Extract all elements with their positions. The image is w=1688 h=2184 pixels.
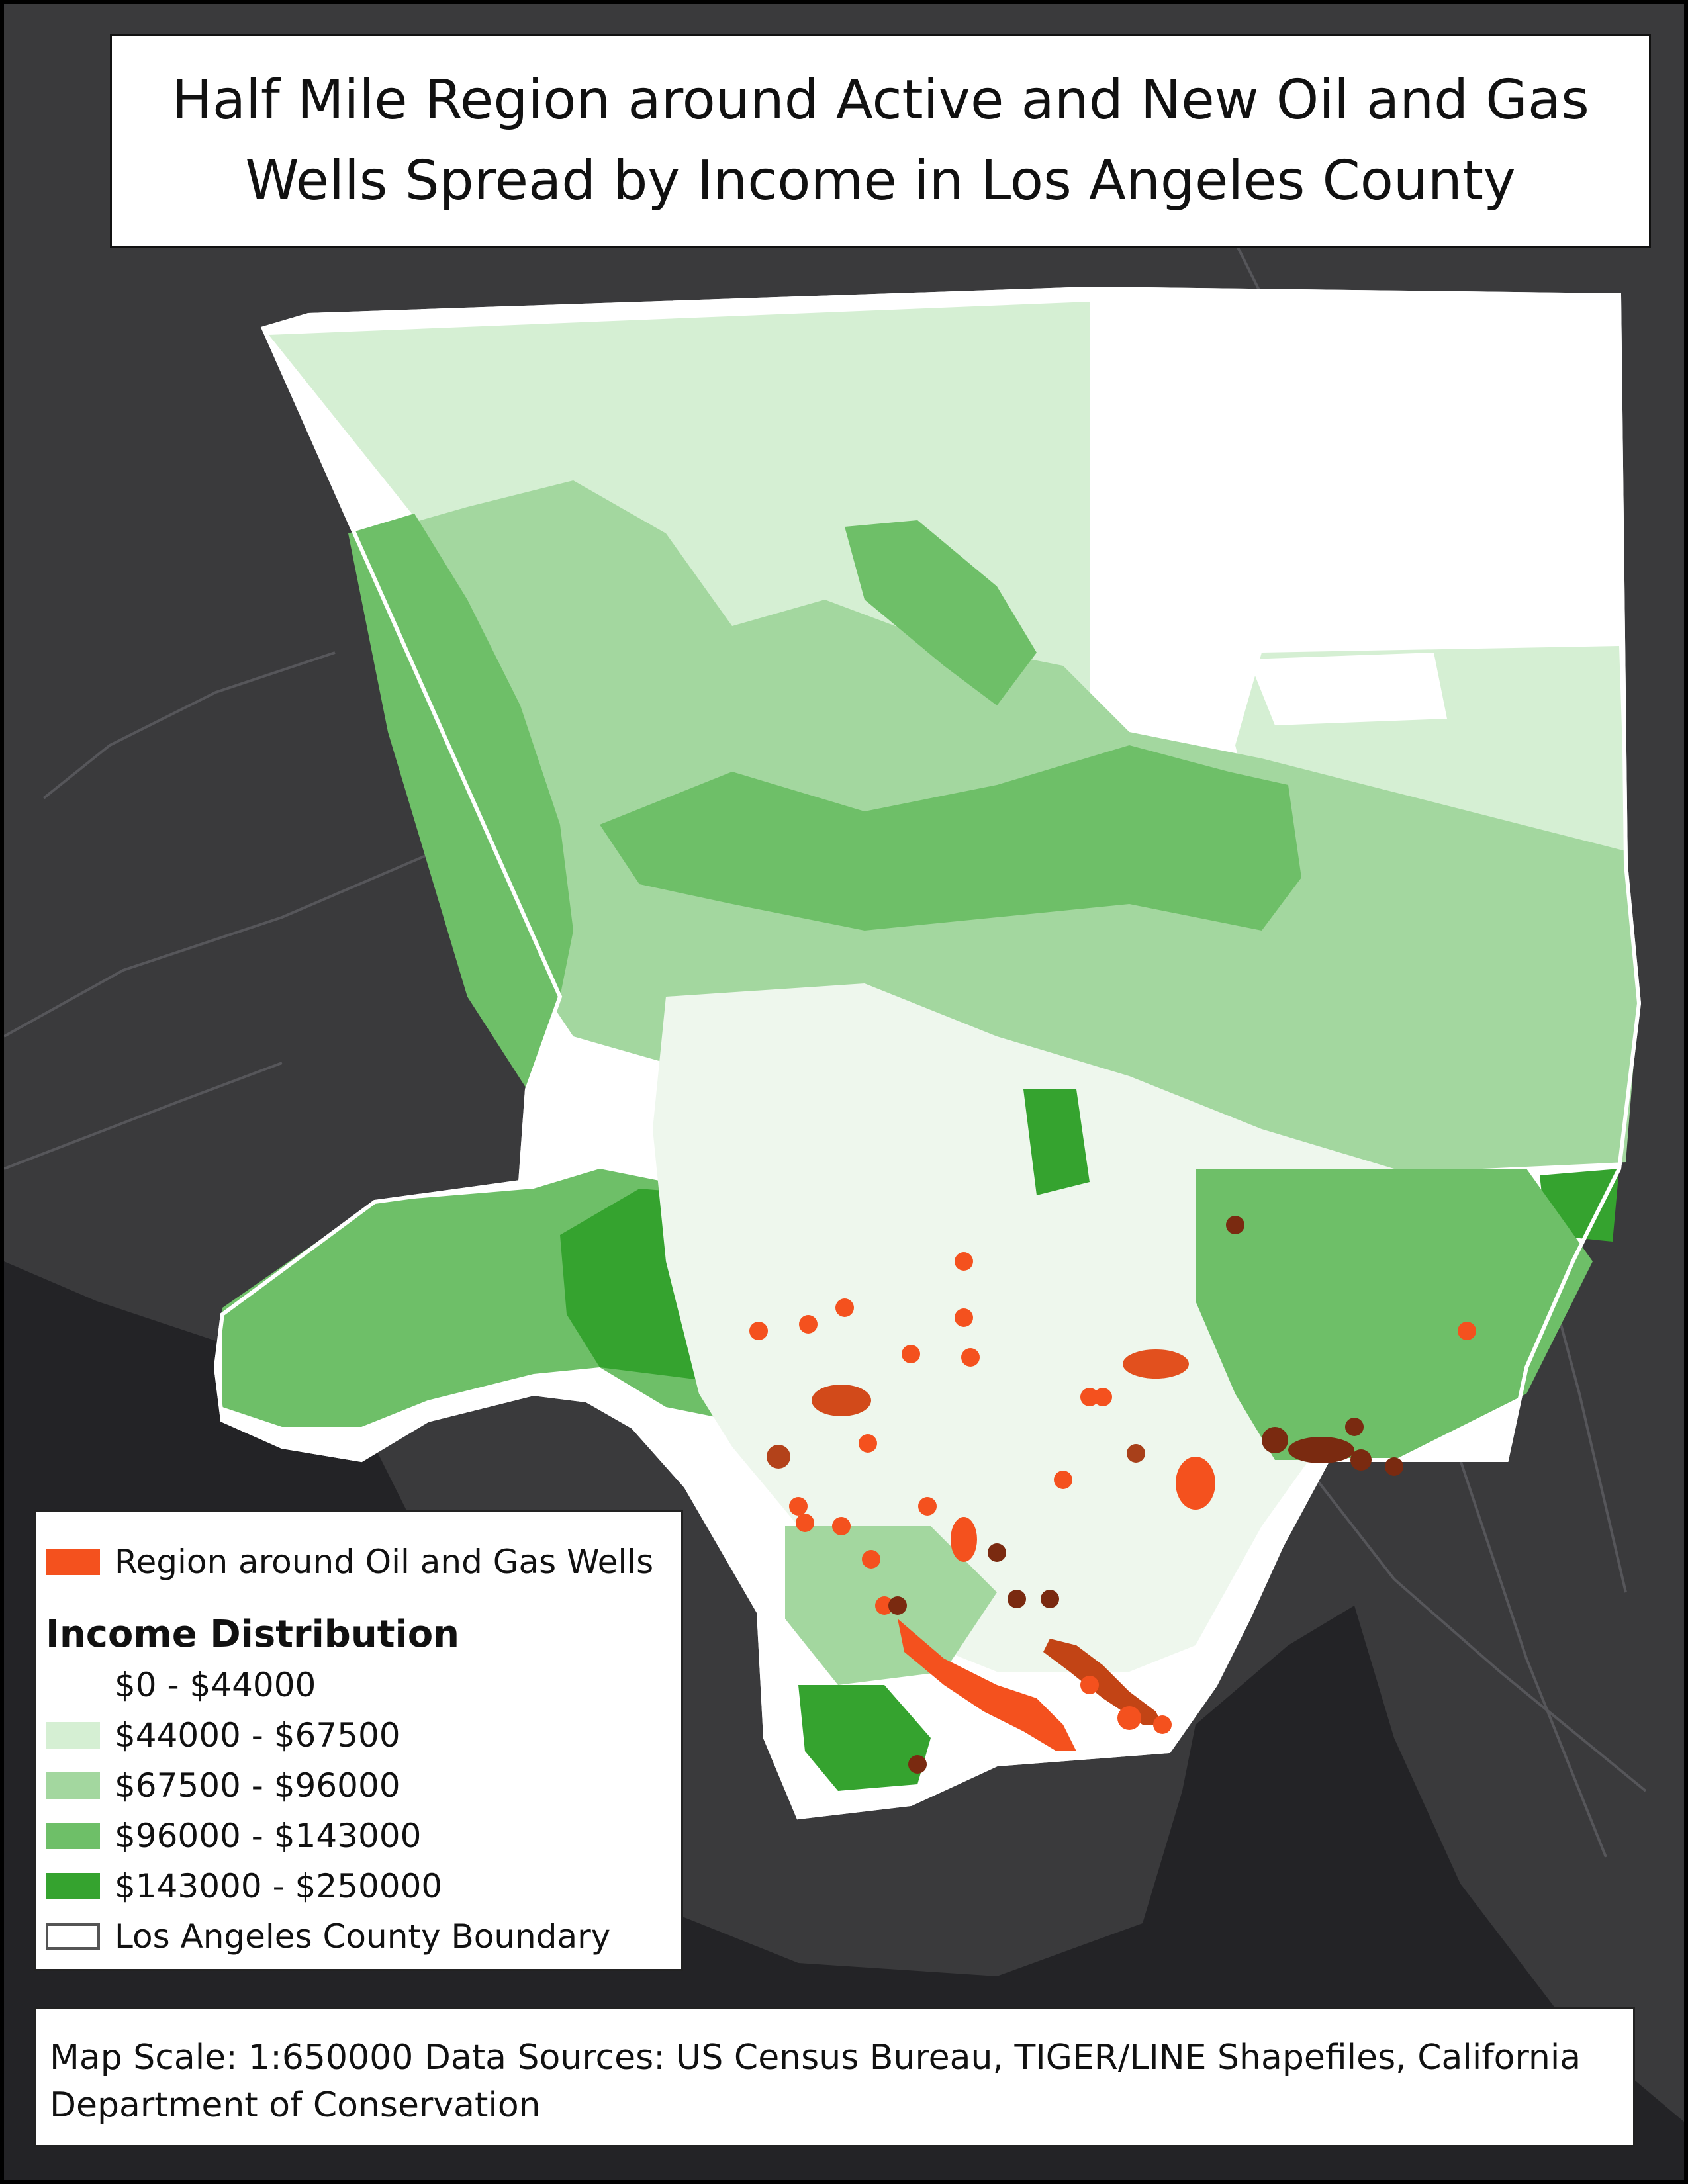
- county-boundary: [213, 286, 1642, 1820]
- well-region: [859, 1434, 877, 1453]
- well-region: [1094, 1388, 1112, 1406]
- legend-heading: Income Distribution: [46, 1613, 460, 1656]
- well-region: [1288, 1437, 1354, 1463]
- well-region: [1153, 1715, 1172, 1734]
- well-region: [955, 1252, 973, 1271]
- well-regions: [749, 1216, 1476, 1774]
- income-zone-96-143-east: [1196, 1169, 1593, 1460]
- well-region: [796, 1514, 814, 1532]
- income-zone-96-143-west: [348, 514, 573, 1089]
- income-zone-0-44-ne: [1090, 295, 1619, 672]
- legend-label-wells: Region around Oil and Gas Wells: [115, 1543, 654, 1581]
- map-title-box: Half Mile Region around Active and New O…: [110, 34, 1651, 248]
- legend-label-class-1: $44000 - $67500: [115, 1716, 400, 1754]
- legend-swatch-wells: [46, 1549, 100, 1575]
- well-region: [898, 1619, 1076, 1751]
- well-region: [789, 1497, 808, 1516]
- well-region: [1041, 1590, 1059, 1608]
- well-region: [1385, 1457, 1403, 1476]
- income-zone-0-44-desert: [1248, 653, 1447, 725]
- income-zone-143-250-valley: [1023, 1089, 1090, 1195]
- well-region: [1123, 1349, 1189, 1379]
- income-zone-143-250-pv: [798, 1685, 931, 1791]
- well-region: [1176, 1457, 1215, 1510]
- well-region: [862, 1550, 880, 1569]
- well-region: [812, 1385, 871, 1416]
- well-region: [908, 1755, 927, 1774]
- legend-swatch-class-0: [46, 1672, 100, 1698]
- map-title: Half Mile Region around Active and New O…: [171, 69, 1589, 212]
- income-zone-96-143-ridge: [845, 520, 1037, 705]
- well-region: [1008, 1590, 1026, 1608]
- legend-swatch-boundary: [46, 1923, 100, 1950]
- well-region: [951, 1517, 977, 1562]
- well-region: [799, 1315, 818, 1334]
- map-source-text: Map Scale: 1:650000 Data Sources: US Cen…: [50, 2038, 1581, 2125]
- well-region: [1345, 1418, 1364, 1436]
- well-region: [902, 1345, 920, 1363]
- well-region: [1080, 1388, 1099, 1406]
- income-zone-0-44-basin: [653, 983, 1526, 1672]
- legend-label-class-4: $143000 - $250000: [115, 1867, 443, 1905]
- well-region: [961, 1348, 980, 1367]
- well-region: [875, 1596, 894, 1615]
- map-source-box: Map Scale: 1:650000 Data Sources: US Cen…: [34, 2007, 1635, 2147]
- legend-label-boundary: Los Angeles County Boundary: [115, 1917, 611, 1956]
- legend-swatch-class-3: [46, 1823, 100, 1849]
- well-region: [888, 1596, 907, 1615]
- well-region: [749, 1322, 768, 1340]
- well-region: [832, 1517, 851, 1535]
- well-region: [1054, 1471, 1072, 1489]
- well-region: [1117, 1706, 1141, 1730]
- well-region: [1458, 1322, 1476, 1340]
- legend-swatch-class-1: [46, 1722, 100, 1749]
- legend-swatch-class-2: [46, 1772, 100, 1799]
- well-region: [1080, 1676, 1099, 1694]
- well-region: [1226, 1216, 1244, 1234]
- well-region: [988, 1543, 1006, 1562]
- well-region: [955, 1308, 973, 1327]
- well-region: [1262, 1427, 1288, 1453]
- legend-swatch-class-4: [46, 1873, 100, 1899]
- well-region: [1043, 1639, 1162, 1725]
- legend-label-class-0: $0 - $44000: [115, 1666, 316, 1704]
- well-region: [918, 1497, 937, 1516]
- legend-label-class-2: $67500 - $96000: [115, 1766, 400, 1805]
- well-region: [835, 1298, 854, 1317]
- well-region: [767, 1445, 790, 1469]
- map-legend: Region around Oil and Gas Wells Income D…: [34, 1510, 683, 1971]
- well-region: [1127, 1444, 1145, 1463]
- income-zone-96-143-central: [600, 745, 1301, 931]
- legend-label-class-3: $96000 - $143000: [115, 1817, 422, 1855]
- well-region: [1350, 1449, 1372, 1471]
